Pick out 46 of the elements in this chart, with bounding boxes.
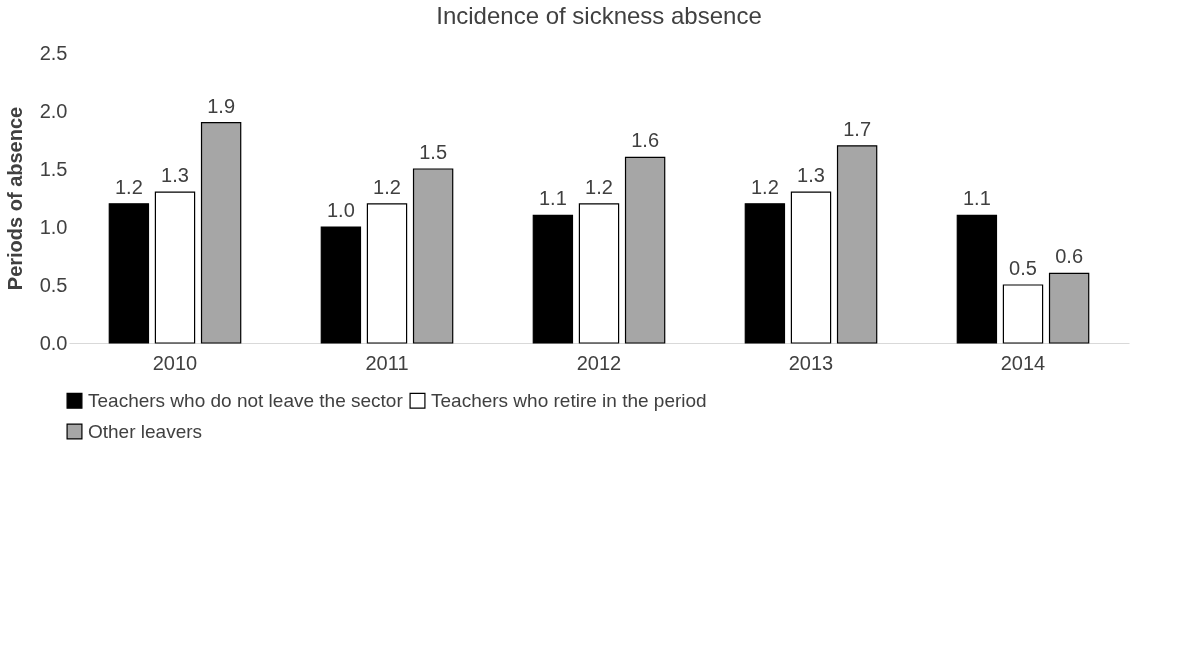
- data-label: 1.2: [585, 175, 613, 198]
- data-label: 1.2: [750, 175, 779, 198]
- data-label: 1.5: [419, 141, 448, 163]
- bar: [320, 226, 362, 344]
- y-axis-title: Periods of absence: [3, 106, 26, 291]
- y-tick-label: 2.0: [39, 99, 68, 122]
- data-label: 1.6: [631, 129, 660, 152]
- data-label: 1.3: [161, 164, 189, 187]
- bar: [1048, 272, 1090, 344]
- bar: [744, 203, 786, 344]
- bar: [200, 122, 242, 344]
- x-tick-label: 2011: [365, 351, 409, 374]
- data-label: 1.0: [326, 199, 355, 221]
- bar: [532, 214, 574, 344]
- bar: [366, 203, 408, 344]
- x-tick-label: 2014: [1000, 351, 1046, 374]
- bar: [154, 191, 196, 344]
- data-label: 1.3: [797, 164, 825, 187]
- data-label: 1.1: [962, 187, 991, 210]
- legend-label: Teachers who retire in the period: [431, 389, 707, 411]
- y-tick-label: 2.5: [39, 41, 68, 64]
- chart-title: Incidence of sickness absence: [436, 2, 762, 29]
- x-tick-label: 2010: [152, 351, 198, 374]
- bar: [790, 191, 832, 344]
- data-label: 0.6: [1055, 245, 1084, 268]
- y-tick-label: 0.5: [39, 273, 68, 296]
- bar: [624, 156, 666, 344]
- bar: [836, 145, 878, 344]
- data-label: 1.2: [373, 175, 401, 198]
- legend-label: Other leavers: [88, 420, 203, 442]
- legend-label: Teachers who do not leave the sector: [88, 389, 404, 411]
- data-label: 0.5: [1009, 257, 1037, 279]
- y-tick-label: 0.0: [39, 331, 68, 354]
- bar: [412, 168, 454, 344]
- y-tick-label: 1.0: [39, 215, 68, 238]
- data-label: 1.7: [843, 117, 872, 140]
- y-tick-label: 1.5: [39, 157, 68, 180]
- x-tick-label: 2013: [788, 351, 834, 374]
- bar: [1002, 284, 1044, 344]
- data-label: 1.9: [207, 94, 236, 117]
- bar: [578, 203, 620, 344]
- bar: [108, 203, 150, 344]
- x-tick-label: 2012: [576, 351, 622, 374]
- data-label: 1.2: [114, 175, 143, 198]
- data-label: 1.1: [538, 187, 567, 210]
- bar: [956, 214, 998, 344]
